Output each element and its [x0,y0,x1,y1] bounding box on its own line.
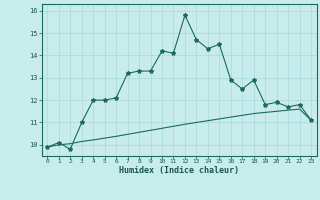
X-axis label: Humidex (Indice chaleur): Humidex (Indice chaleur) [119,166,239,175]
